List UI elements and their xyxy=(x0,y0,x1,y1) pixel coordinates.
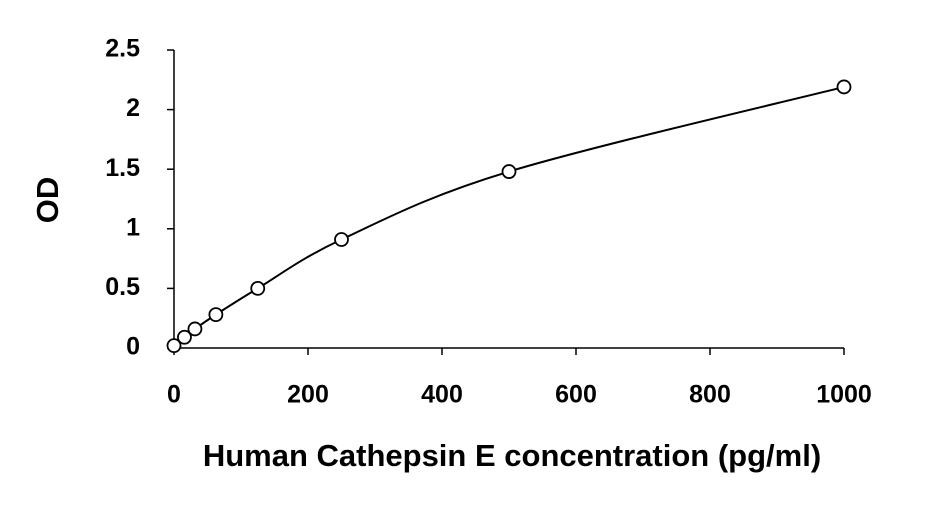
y-axis-title: OD xyxy=(30,177,65,224)
data-point xyxy=(501,164,517,179)
data-point xyxy=(836,79,852,95)
y-tick-label: 0 xyxy=(126,333,140,361)
x-tick-label: 800 xyxy=(689,381,731,409)
data-point xyxy=(166,338,182,354)
x-axis-title: Human Cathepsin E concentration (pg/ml) xyxy=(203,438,821,473)
y-tick-label: 2.5 xyxy=(105,35,140,63)
x-tick-label: 1000 xyxy=(816,381,872,409)
data-point xyxy=(187,321,203,337)
y-tick-label: 1 xyxy=(126,213,140,241)
y-tick-label: 1.5 xyxy=(105,154,140,182)
x-tick-label: 0 xyxy=(167,381,181,409)
data-point xyxy=(250,280,266,296)
x-tick-label: 600 xyxy=(555,381,597,409)
x-tick-label: 400 xyxy=(421,381,463,409)
x-tick-label: 200 xyxy=(287,381,329,409)
y-tick-label: 2 xyxy=(126,94,140,122)
y-tick-label: 0.5 xyxy=(105,273,140,301)
data-point xyxy=(208,307,224,323)
data-point xyxy=(177,329,192,345)
data-point xyxy=(334,232,349,247)
